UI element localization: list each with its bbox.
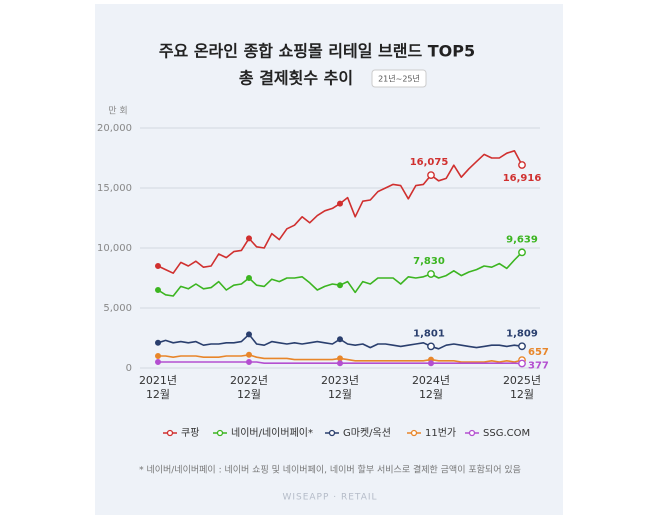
legend-marker xyxy=(410,429,418,437)
point-marker xyxy=(337,355,344,362)
period-badge xyxy=(371,69,427,88)
point-marker xyxy=(518,161,526,169)
period: 21년~25년 xyxy=(378,74,420,84)
point-marker xyxy=(337,200,344,207)
point-marker xyxy=(154,353,161,360)
x-tick-label: 2025년 12월 xyxy=(502,374,542,401)
point-marker xyxy=(518,359,526,368)
legend-marker xyxy=(468,429,476,437)
point-marker xyxy=(427,270,435,278)
value-label: 657 xyxy=(528,347,549,358)
y-unit: 만 회 xyxy=(108,106,127,117)
value-label: 16,916 xyxy=(503,173,542,184)
series-line xyxy=(157,251,523,297)
point-marker xyxy=(245,359,252,366)
x-tick-label: 2023년 12월 xyxy=(320,374,360,401)
value-label: 7,830 xyxy=(413,256,445,267)
point-marker xyxy=(337,360,344,367)
legend-marker xyxy=(216,429,224,437)
x-tick-label: 2022년 12월 xyxy=(229,374,269,401)
legend-label: G마켓/옥션 xyxy=(343,427,391,439)
y-tick-label: 20,000 xyxy=(97,123,132,134)
card xyxy=(95,4,563,515)
point-marker xyxy=(245,275,252,282)
y-tick-label: 5,000 xyxy=(103,303,132,314)
value-label: 377 xyxy=(528,360,549,371)
legend-marker xyxy=(166,429,174,437)
legend-label: SSG.COM xyxy=(483,428,530,439)
chart-subtitle: 총 결제횟수 추이 xyxy=(239,69,353,88)
value-label: 16,075 xyxy=(410,157,449,168)
footnote: * 네이버/네이버페이 : 네이버 쇼핑 및 네이버페이, 네이버 할부 서비스… xyxy=(139,464,521,476)
y-tick-label: 10,000 xyxy=(97,243,132,254)
series-line xyxy=(157,150,523,274)
value-label: 9,639 xyxy=(506,234,538,245)
watermark: WISEAPP · RETAIL xyxy=(282,493,377,503)
legend-label: 쿠팡 xyxy=(181,427,199,439)
legend-label: 네이버/네이버페이* xyxy=(231,427,313,439)
point-marker xyxy=(154,287,161,294)
legend-label: 11번가 xyxy=(425,427,456,439)
y-tick-label: 0 xyxy=(126,363,132,374)
point-marker xyxy=(154,263,161,270)
value-label: 1,809 xyxy=(506,328,538,339)
y-tick-label: 15,000 xyxy=(97,183,132,194)
point-marker xyxy=(154,359,161,366)
point-marker xyxy=(518,342,526,351)
legend-marker xyxy=(328,429,336,437)
point-marker xyxy=(245,235,252,242)
point-marker xyxy=(427,342,435,351)
point-marker xyxy=(245,331,252,338)
point-marker xyxy=(245,351,252,358)
point-marker xyxy=(518,248,526,257)
point-marker xyxy=(337,282,344,289)
x-tick-label: 2024년 12월 xyxy=(411,374,451,401)
point-marker xyxy=(427,171,435,180)
x-tick-label: 2021년 12월 xyxy=(138,374,178,401)
value-label: 1,801 xyxy=(413,328,445,339)
point-marker xyxy=(428,360,435,367)
point-marker xyxy=(337,336,344,343)
chart-title: 주요 온라인 종합 쇼핑몰 리테일 브랜드 TOP5 xyxy=(159,42,475,61)
point-marker xyxy=(154,339,161,346)
